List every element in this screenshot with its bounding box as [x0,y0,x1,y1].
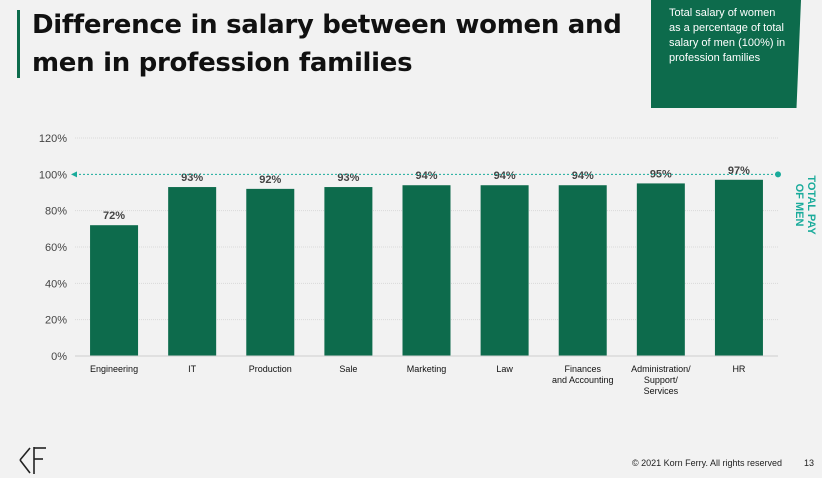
y-tick-label: 60% [45,242,67,254]
data-label: 93% [337,172,359,184]
x-tick-label: HR [732,364,745,374]
bar [168,187,217,356]
page-title: Difference in salary between women and m… [32,10,622,78]
y-tick-label: 120% [39,133,67,145]
x-tick-label: Marketing [407,364,447,374]
x-tick-label: Sale [339,364,357,374]
x-tick-label: IT [188,364,197,374]
y-tick-label: 20% [45,315,67,327]
data-label: 94% [572,170,594,182]
data-label: 93% [181,172,203,184]
x-tick-label: Administration/Support/Services [631,364,691,396]
y-tick-label: 0% [51,351,67,363]
callout-box [651,0,801,108]
callout-text: Total salary of women as a percentage of… [669,7,786,64]
bar [246,188,295,356]
korn-ferry-logo-icon [19,447,46,474]
y-tick-label: 40% [45,278,67,290]
data-label: 97% [728,165,750,177]
x-tick-label: Finances and Accounting [552,364,614,385]
data-label: 94% [415,170,437,182]
data-label: 72% [103,210,125,222]
reference-line-label: TOTAL PAYOF MEN [793,175,817,235]
bar [324,187,373,356]
x-tick-label: Engineering [90,364,138,374]
x-tick-label: Law [496,364,513,374]
x-tick-label: Production [249,364,292,374]
y-tick-label: 100% [39,169,67,181]
bar [480,185,529,356]
bar [636,183,685,356]
bar [402,185,451,356]
data-label: 94% [494,170,516,182]
data-label: 92% [259,174,281,186]
reference-line-arrow [71,171,77,178]
title-accent-bar [17,10,20,78]
bar [90,225,139,356]
page-number: 13 [804,458,815,468]
reference-line-endpoint [775,171,781,178]
footer-copyright: © 2021 Korn Ferry. All rights reserved [631,458,782,468]
bar [558,185,607,356]
y-tick-label: 80% [45,206,67,218]
bar [714,179,763,356]
